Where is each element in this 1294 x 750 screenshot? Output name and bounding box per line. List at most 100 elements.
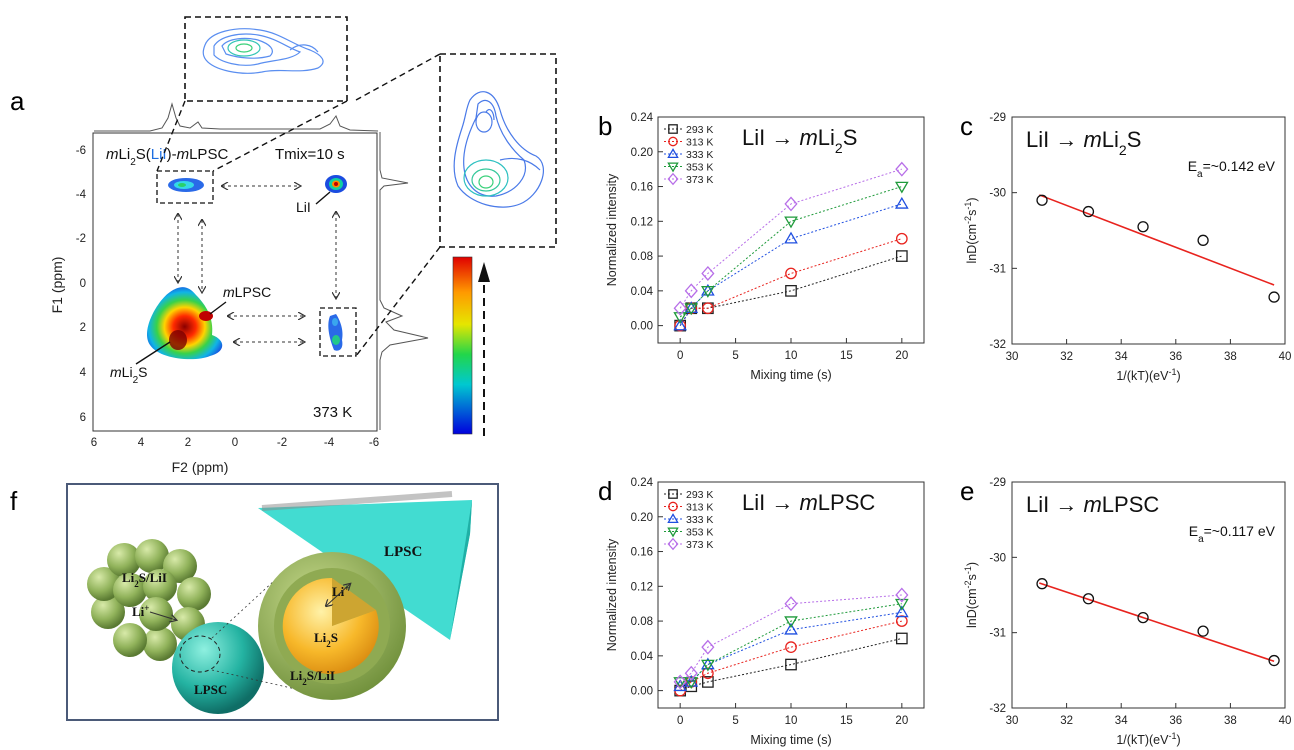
- data-point-triangle-up: [684, 674, 699, 687]
- shell-label: Li2S/LiI: [290, 668, 335, 687]
- mlpsc-pointer: [209, 301, 227, 315]
- zoom-box-lower: [319, 307, 357, 357]
- nmr-y-ticks: -6 -4 -2 0 2 4 6: [76, 145, 87, 424]
- x-tick-label: 10: [785, 350, 798, 362]
- activation-energy: Ea=~0.142 eV: [1188, 158, 1276, 180]
- x-tick: 6: [91, 437, 97, 449]
- title-text: S: [1127, 127, 1142, 152]
- lpsc-sphere: [172, 622, 264, 714]
- panel-label-f: f: [10, 486, 18, 516]
- zoom-line-top-a: [156, 100, 186, 172]
- data-point-circle: [668, 136, 678, 147]
- label-part: lnD(cm: [965, 224, 979, 264]
- data-point-circle: [785, 267, 797, 280]
- series-line: [679, 168, 902, 309]
- data-point-diamond: [784, 196, 798, 212]
- data-point-triangle-up: [701, 283, 715, 296]
- chart-b-mixing-li2s: 0 5 10 15 20 0.00 0.04 0.08 0.12 0.16 0.20 0.24 Mixi…: [605, 112, 925, 382]
- data-point-circle: [668, 501, 678, 512]
- x-tick-label: 0: [677, 350, 683, 362]
- data-point-triangle-up: [784, 231, 798, 244]
- y-tick-label: 0.16: [631, 547, 653, 559]
- panel-label-c: c: [960, 111, 973, 141]
- x-tick-label: 10: [785, 715, 798, 727]
- data-point-circle: [1036, 578, 1048, 590]
- data-point-triangle-up: [667, 148, 679, 159]
- plot-frame: [1011, 481, 1286, 709]
- data-point-diamond: [673, 674, 687, 690]
- plot-frame: [1011, 116, 1286, 345]
- label-part: ): [965, 562, 979, 566]
- data-point-circle: [1268, 654, 1280, 667]
- data-point-triangle-down: [673, 677, 688, 689]
- x-tick-label: 32: [1060, 715, 1073, 727]
- data-point-circle: [1197, 234, 1209, 246]
- y-tick: 6: [80, 412, 86, 424]
- zoom-line-right-b: [355, 246, 441, 357]
- legend-label: 293 K: [686, 489, 713, 501]
- legend-label: 333 K: [686, 514, 713, 526]
- lpsc-sphere-label: LPSC: [194, 682, 227, 697]
- title-subscript: 2: [835, 140, 843, 156]
- data-point-triangle-down: [667, 162, 679, 173]
- ea-part: E: [1188, 158, 1197, 174]
- x-tick-label: 30: [1006, 715, 1019, 727]
- x-tick-label: 36: [1169, 715, 1182, 727]
- y-axis-label: lnD(cm-2s-1): [963, 562, 979, 628]
- x-axis-label: 1/(kT)(eV-1): [1116, 367, 1180, 383]
- ea-subscript: a: [1197, 169, 1203, 180]
- linear-fit-line: [1039, 194, 1275, 286]
- title-italic: m: [1083, 492, 1101, 517]
- y-axis-label: Normalized intensity: [605, 538, 619, 651]
- linear-fit-line: [1039, 582, 1275, 663]
- y-tick-label: 0.12: [631, 581, 653, 593]
- lpsc-wedge-label: LPSC: [384, 544, 422, 560]
- cross-peak-lower-right: [328, 314, 343, 351]
- data-point-circle: [1082, 593, 1095, 605]
- data-point-square: [895, 250, 908, 262]
- panel-label-b: b: [598, 111, 612, 141]
- x-tick: -2: [277, 437, 287, 449]
- data-point-diamond: [895, 161, 909, 177]
- x-tick-label: 32: [1060, 351, 1073, 363]
- legend-label: 293 K: [686, 124, 713, 136]
- label-mli2s: mLi2S: [110, 364, 147, 386]
- x-tick: 0: [232, 437, 238, 449]
- data-point-triangle-down: [784, 616, 798, 629]
- panel-f: f LPSC Li2S/LiI Li+ LPSC: [10, 483, 499, 721]
- intensity-colorbar: [452, 256, 473, 435]
- data-point-triangle-down: [894, 598, 909, 611]
- x-tick-label: 5: [732, 715, 738, 727]
- label-superscript: -1: [963, 202, 973, 210]
- label-superscript: -1: [1168, 731, 1176, 741]
- y-tick-label: 0.16: [631, 182, 653, 194]
- data-point-triangle-up: [701, 657, 715, 670]
- data-point-triangle-down: [701, 659, 715, 672]
- chart-title: LiI → mLPSC: [1026, 492, 1159, 517]
- data-point-circle: [1137, 611, 1149, 624]
- chart-e-arrhenius-lpsc: 30 32 34 36 38 40-32-31-30-291/(kT)(eV-1)lnD(…: [963, 477, 1291, 747]
- zoom-guide-bottom: [211, 669, 301, 691]
- data-point-square: [668, 489, 678, 499]
- title-text: LPSC: [1102, 492, 1160, 517]
- data-point-triangle-down: [684, 303, 699, 316]
- title-text: LiI →: [1026, 127, 1083, 152]
- series-line: [679, 203, 902, 326]
- y-tick-label: -30: [989, 552, 1006, 564]
- activation-energy: Ea=~0.117 eV: [1189, 523, 1276, 545]
- data-point-diamond: [684, 665, 698, 681]
- y-tick-label: -31: [989, 263, 1006, 275]
- y-tick-label: 0.12: [631, 216, 653, 228]
- chart-c-arrhenius-li2s: 30 32 34 36 38 40-32-31-30-291/(kT)(eV-1)lnD(…: [963, 112, 1291, 383]
- data-point-triangle-down: [894, 181, 909, 194]
- data-point-circle: [895, 615, 908, 627]
- lii-diagonal-peak: [325, 175, 347, 193]
- x-tick-label: 30: [1006, 351, 1019, 363]
- title-text: Li: [818, 125, 835, 150]
- label-part: 1/(kT)(eV: [1116, 733, 1169, 747]
- mli2s-pointer: [135, 341, 171, 365]
- y-tick-label: -32: [989, 703, 1006, 715]
- data-point-square: [785, 658, 797, 671]
- title-italic: m: [799, 490, 817, 515]
- y-tick-label: 0.00: [631, 321, 653, 333]
